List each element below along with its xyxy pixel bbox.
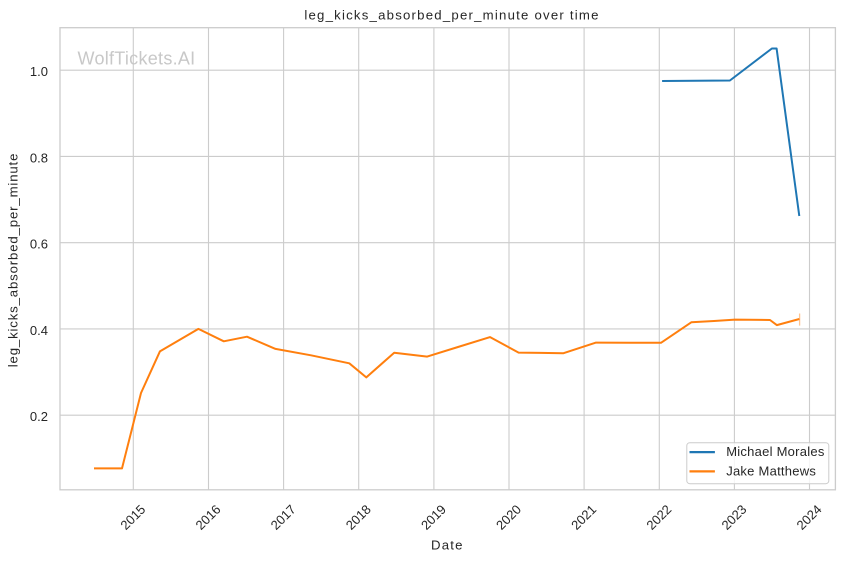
svg-text:leg_kicks_absorbed_per_minute: leg_kicks_absorbed_per_minute xyxy=(6,153,21,368)
svg-text:Jake Matthews: Jake Matthews xyxy=(726,464,816,479)
svg-text:Date: Date xyxy=(431,537,464,552)
svg-text:0.8: 0.8 xyxy=(30,150,48,165)
svg-text:0.4: 0.4 xyxy=(30,323,48,338)
svg-text:0.6: 0.6 xyxy=(30,237,48,252)
svg-text:0.2: 0.2 xyxy=(30,409,48,424)
svg-text:1.0: 1.0 xyxy=(30,64,48,79)
svg-text:leg_kicks_absorbed_per_minute: leg_kicks_absorbed_per_minute over time xyxy=(304,8,599,23)
svg-text:WolfTickets.AI: WolfTickets.AI xyxy=(78,48,196,68)
svg-text:Michael Morales: Michael Morales xyxy=(726,444,825,459)
